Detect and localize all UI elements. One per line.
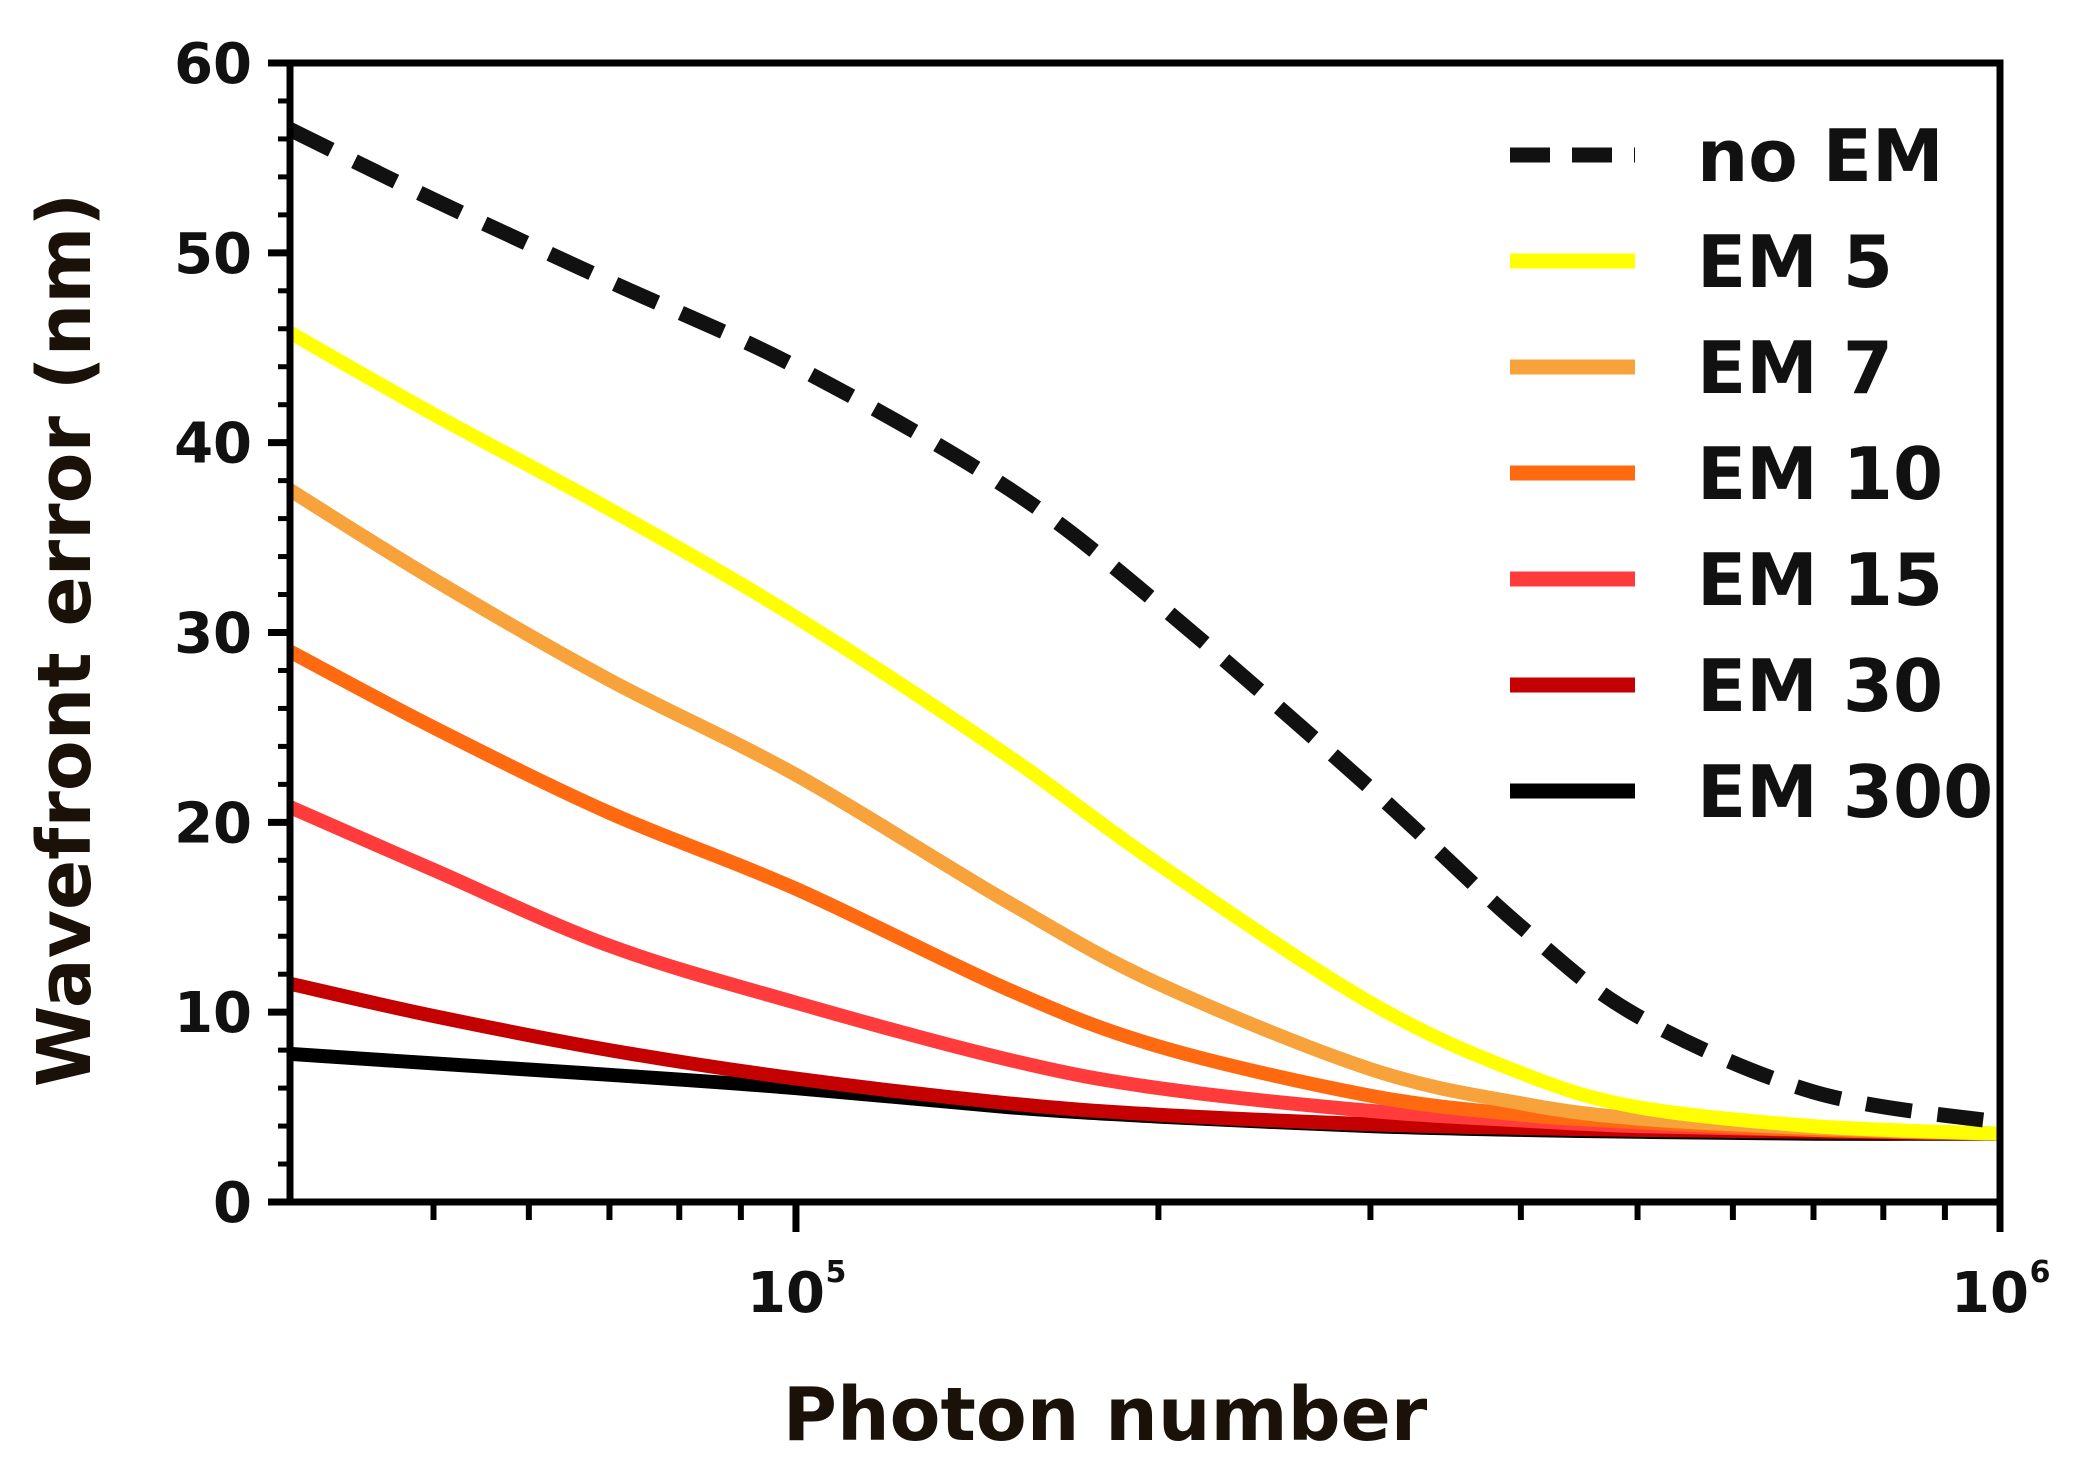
series-line-no-em — [286, 122, 2002, 1130]
legend-label-no-em: no EM — [1697, 114, 1944, 198]
legend-label-em-5: EM 5 — [1697, 220, 1893, 304]
x-tick-label: 10 — [747, 1261, 825, 1326]
y-tick-label: 30 — [174, 602, 252, 667]
x-tick-label: 10 — [1951, 1261, 2029, 1326]
y-tick-label: 60 — [174, 32, 252, 97]
legend-label-em-300: EM 300 — [1697, 750, 1993, 834]
series-line-em-30 — [288, 976, 2001, 1141]
legend-label-em-30: EM 30 — [1697, 644, 1943, 728]
legend-label-em-7: EM 7 — [1697, 326, 1893, 410]
legend-label-em-10: EM 10 — [1697, 432, 1943, 516]
x-tick-exponent: 6 — [2030, 1255, 2051, 1290]
y-tick-label: 0 — [213, 1171, 252, 1236]
y-tick-label: 10 — [174, 981, 252, 1046]
y-tick-label: 40 — [174, 412, 252, 477]
series-layer — [286, 122, 2002, 1141]
x-axis-title: Photon number — [783, 1372, 1428, 1458]
x-tick-exponent: 5 — [826, 1255, 847, 1290]
y-tick-label: 50 — [174, 222, 252, 287]
legend-label-em-15: EM 15 — [1697, 538, 1943, 622]
series-line-em-7 — [286, 484, 2001, 1141]
y-axis-title: Wavefront error (nm) — [22, 193, 108, 1087]
y-tick-label: 20 — [174, 791, 252, 856]
series-line-em-5 — [286, 326, 2001, 1141]
legend: no EM EM 5 EM 7 EM 10 EM 15 EM 30 EM 300 — [1510, 114, 1993, 834]
